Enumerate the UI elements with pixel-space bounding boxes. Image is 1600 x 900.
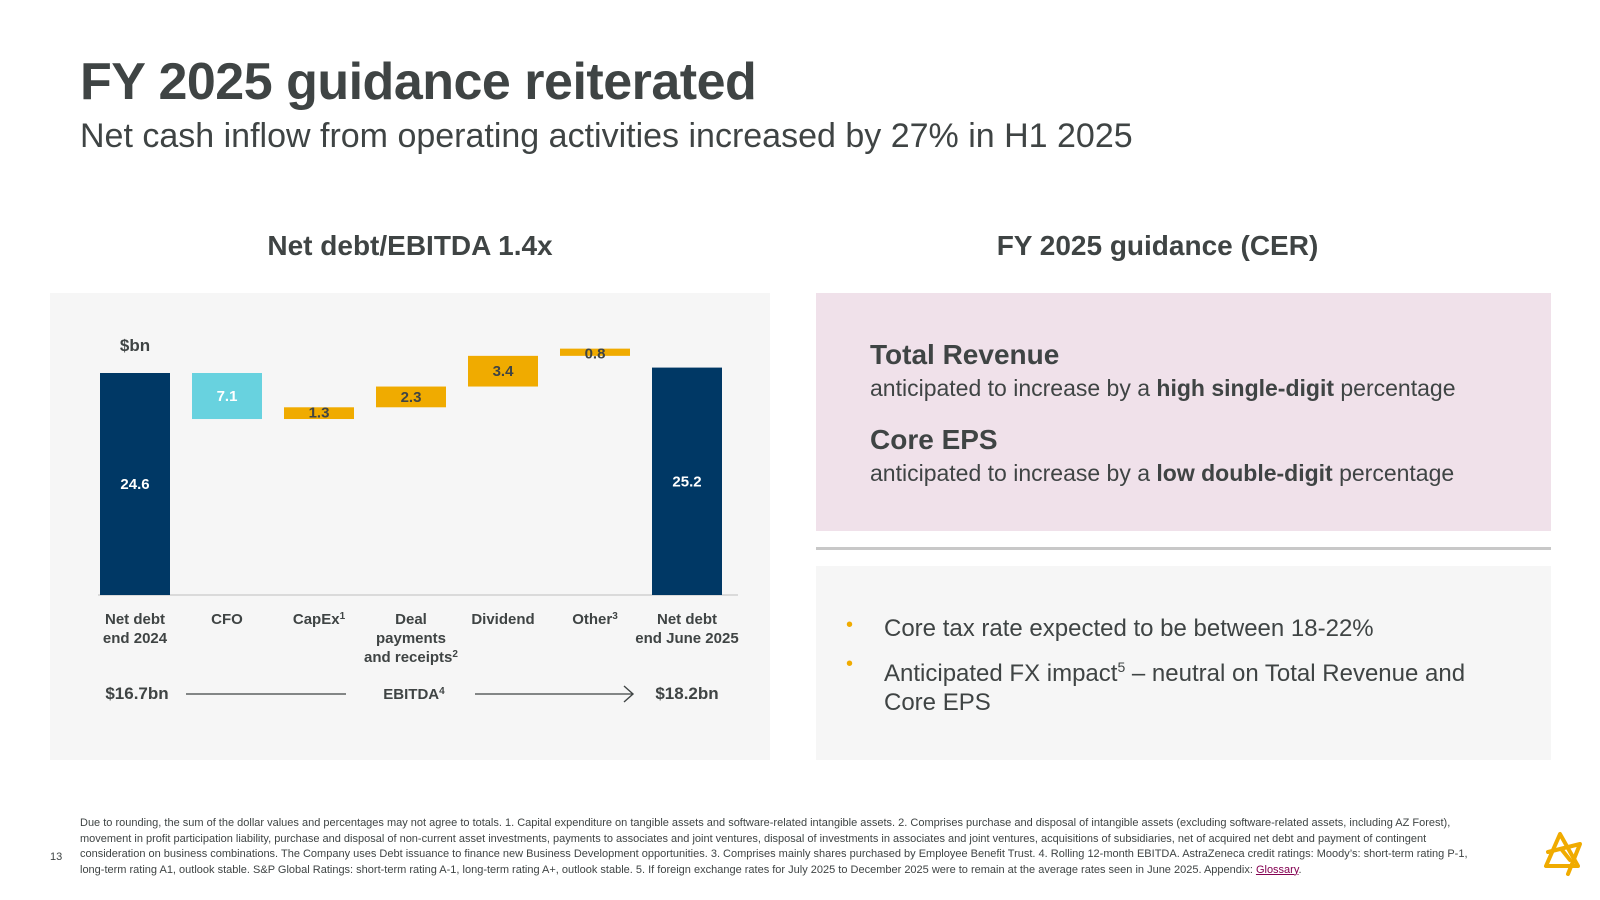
bar-value-label: 25.2	[672, 473, 701, 490]
category-label: CapEx1	[293, 611, 346, 629]
arrow-right-icon	[623, 685, 635, 703]
guidance-box: Total Revenue anticipated to increase by…	[816, 293, 1551, 531]
bar-6	[652, 367, 722, 595]
glossary-link[interactable]: Glossary	[1255, 863, 1299, 876]
bar-0	[100, 373, 170, 595]
bar-3	[376, 386, 446, 408]
guidance-text-revenue: anticipated to increase by a high single…	[870, 375, 1456, 401]
guidance-title-revenue: Total Revenue	[870, 339, 1060, 370]
astrazeneca-logo-icon	[1544, 832, 1582, 876]
bar-value-label: 1.3	[309, 404, 330, 421]
category-label: payments	[376, 630, 446, 647]
ebitda-end-value: $18.2bn	[655, 684, 718, 703]
bar-value-label: 3.4	[493, 363, 515, 380]
category-label: Net debt	[657, 611, 717, 628]
bar-2	[284, 407, 354, 420]
unit-label: $bn	[120, 336, 150, 355]
bar-value-label: 7.1	[217, 388, 238, 405]
page-number: 13	[50, 851, 63, 863]
bar-5	[560, 348, 630, 356]
ebitda-label: EBITDA4	[383, 686, 445, 704]
guidance-text-eps: anticipated to increase by a low double-…	[870, 460, 1455, 486]
guidance-bullets: • Core tax rate expected to be between 1…	[816, 566, 1551, 760]
waterfall-chart: $bn 24.6 Net debt end 2024 7.1 CFO 1.3 CapEx1 2.…	[98, 336, 739, 704]
chart-heading: Net debt/EBITDA 1.4x	[267, 230, 553, 261]
category-label: Deal	[395, 611, 427, 628]
category-label: and receipts2	[364, 649, 458, 667]
category-label: end June 2025	[635, 630, 738, 647]
bar-value-label: 2.3	[401, 389, 422, 406]
bar-4	[468, 355, 538, 387]
bar-value-label: 0.8	[585, 346, 606, 363]
page-title: FY 2025 guidance reiterated	[80, 53, 757, 111]
category-label: Other3	[572, 611, 618, 629]
category-label: Net debt	[105, 611, 165, 628]
guidance-title-eps: Core EPS	[870, 424, 998, 455]
bullet-dot-icon: •	[846, 614, 854, 636]
bar-1	[192, 373, 262, 420]
footnote: Due to rounding, the sum of the dollar v…	[80, 817, 1468, 876]
bar-value-label: 24.6	[120, 476, 149, 493]
waterfall-chart-panel: $bn 24.6 Net debt end 2024 7.1 CFO 1.3 CapEx1 2.…	[50, 293, 770, 760]
section-divider	[816, 547, 1551, 550]
category-label: end 2024	[103, 630, 168, 647]
ebitda-start-value: $16.7bn	[105, 684, 168, 703]
category-label: Dividend	[471, 611, 534, 628]
category-label: CFO	[211, 611, 243, 628]
guidance-heading: FY 2025 guidance (CER)	[996, 230, 1319, 261]
page-subtitle: Net cash inflow from operating activitie…	[80, 117, 1133, 155]
bullet-dot-icon: •	[846, 653, 854, 675]
